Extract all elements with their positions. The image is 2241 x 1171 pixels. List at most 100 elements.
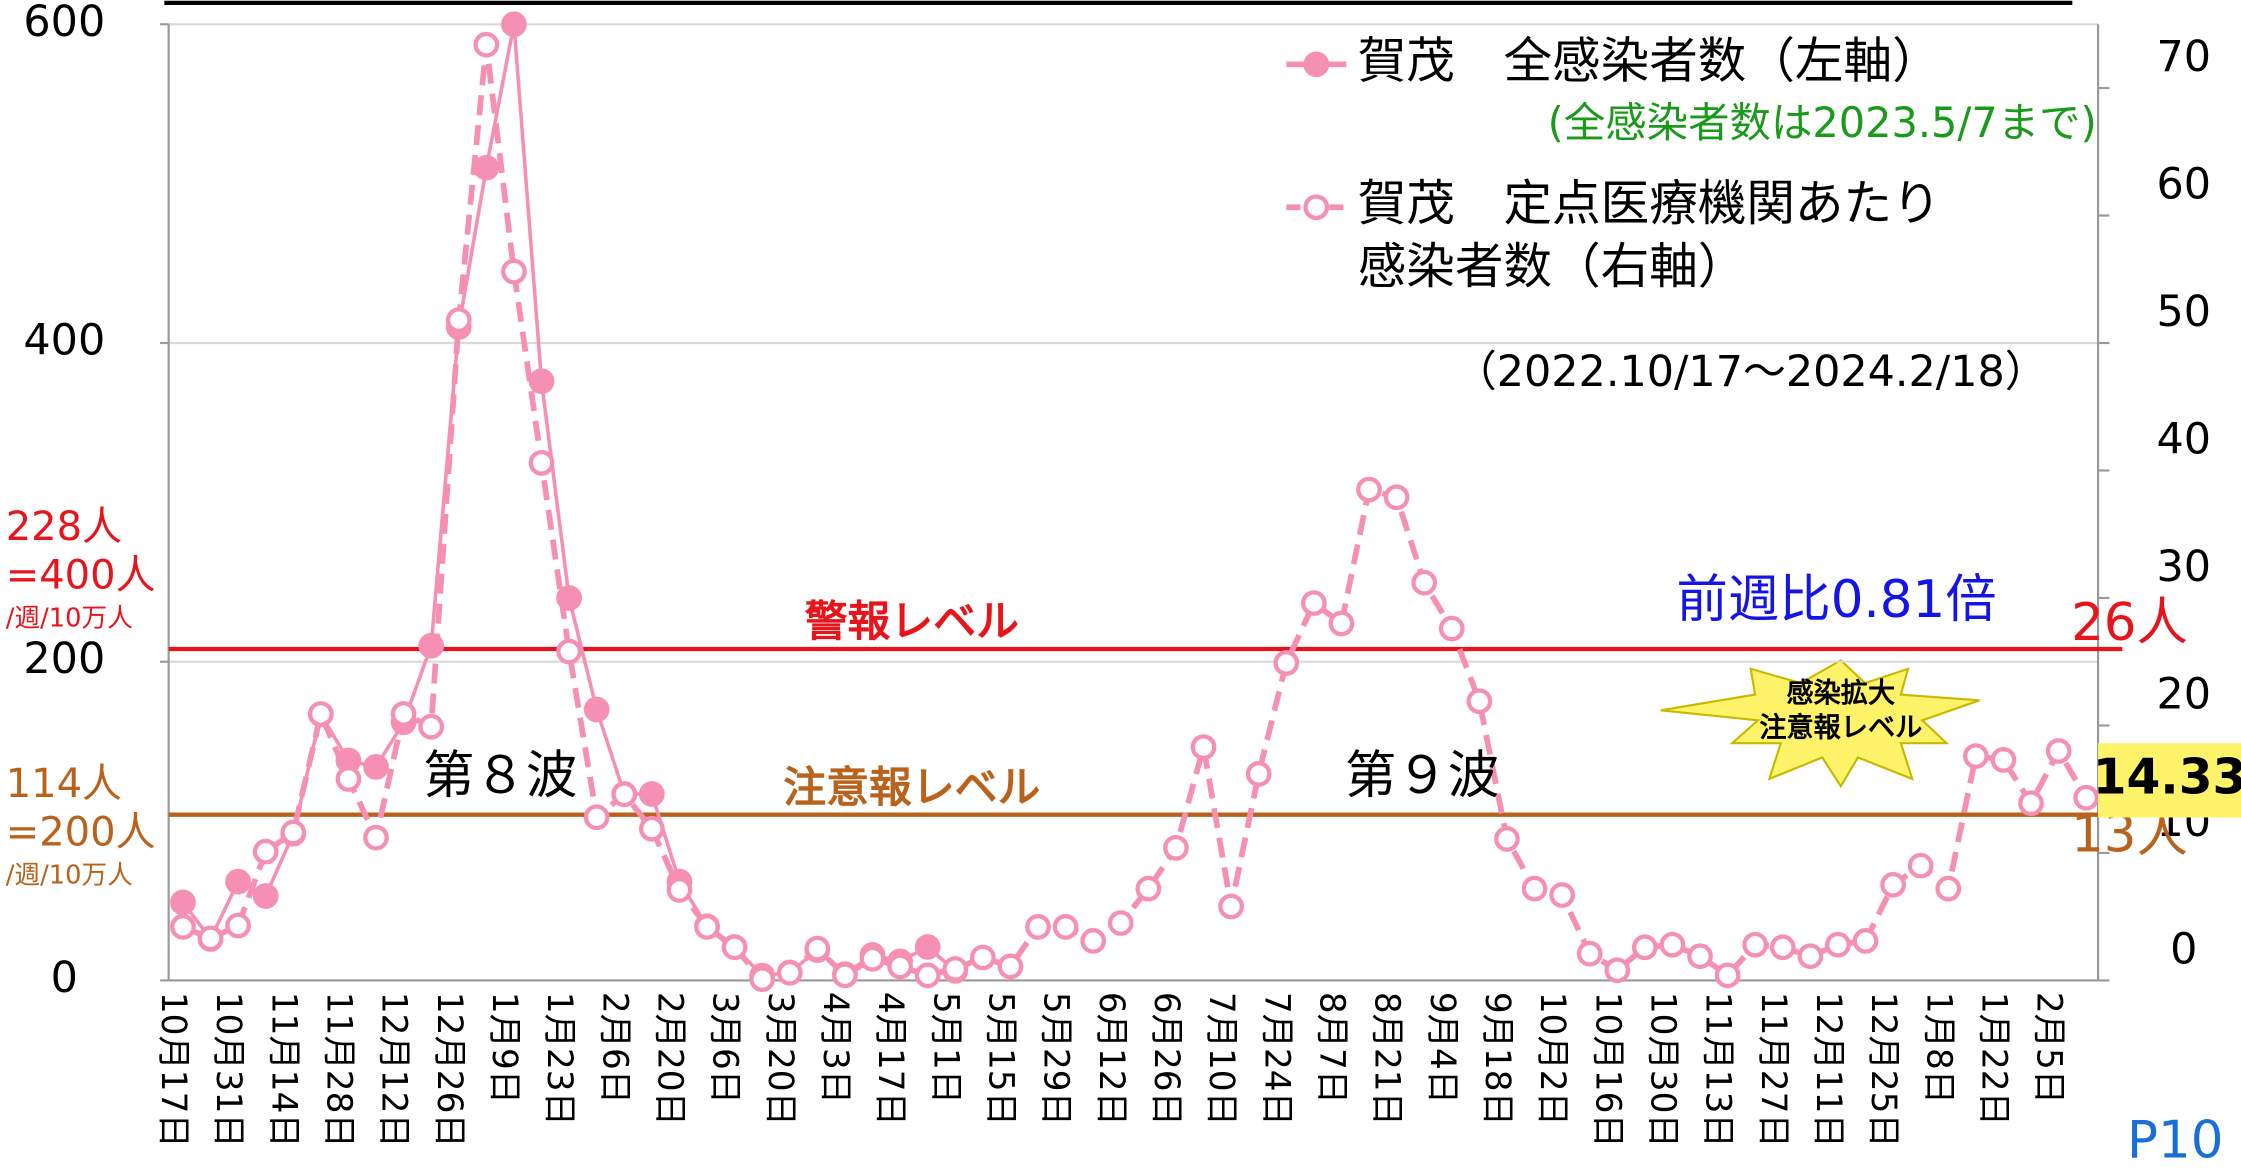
legend-note: (全感染者数は2023.5/7まで) <box>1548 99 2097 147</box>
threshold-note: 228人 <box>6 504 122 550</box>
series-marker <box>776 959 803 986</box>
y-tick-label: 600 <box>23 0 105 47</box>
legend-marker <box>1303 194 1330 221</box>
series-marker <box>1576 940 1603 967</box>
series-marker <box>1880 871 1906 898</box>
series-marker <box>501 11 527 38</box>
series-marker <box>914 962 941 989</box>
series-marker <box>528 449 555 476</box>
series-marker <box>170 914 196 940</box>
x-tick-label: 11月14日 <box>263 992 303 1148</box>
y2-tick-label: 30 <box>2157 542 2212 592</box>
x-tick-label: 3月6日 <box>705 992 745 1104</box>
threshold-name: 警報レベル <box>805 597 1019 647</box>
x-tick-label: 10月31日 <box>208 992 248 1148</box>
x-tick-label: 10月30日 <box>1643 992 1683 1148</box>
x-tick-label: 10月2日 <box>1532 992 1572 1126</box>
series-marker <box>1825 931 1851 958</box>
series-marker <box>528 368 555 395</box>
threshold-note: =400人 <box>6 552 156 598</box>
y2-tick-label: 60 <box>2157 159 2212 209</box>
series-marker <box>1190 734 1217 760</box>
threshold-value-label: 26人 <box>2071 593 2188 653</box>
series-marker <box>1466 688 1493 715</box>
series-marker <box>363 824 389 851</box>
threshold-note: /週/10万人 <box>6 861 133 891</box>
series-marker <box>1659 931 1686 958</box>
series-marker <box>225 912 251 939</box>
series-marker <box>721 934 748 961</box>
series-marker <box>749 966 776 993</box>
series-marker <box>390 701 417 727</box>
x-tick-label: 6月12日 <box>1091 992 1131 1126</box>
series-marker <box>2018 790 2044 817</box>
series-marker <box>307 701 334 727</box>
series-marker <box>969 944 996 971</box>
x-tick-label: 1月9日 <box>484 992 524 1104</box>
wave-label: 第８波 <box>423 746 577 806</box>
series-marker <box>1163 834 1189 861</box>
series-marker <box>1604 957 1631 984</box>
series-marker <box>2045 738 2072 764</box>
series-marker <box>1549 882 1575 908</box>
x-tick-label: 8月7日 <box>1312 992 1352 1104</box>
x-tick-label: 7月10日 <box>1201 992 1241 1126</box>
series-marker <box>252 883 279 909</box>
series-marker <box>1356 476 1382 503</box>
series-marker <box>197 925 224 952</box>
threshold-note: 114人 <box>6 761 122 807</box>
x-tick-label: 11月13日 <box>1698 992 1738 1148</box>
series-marker <box>418 713 445 740</box>
x-tick-label: 1月8日 <box>1918 992 1958 1104</box>
badge-text: 感染拡大 <box>1787 677 1896 709</box>
y2-tick-label: 40 <box>2157 414 2212 464</box>
threshold-note: /週/10万人 <box>6 603 133 633</box>
series-marker <box>1687 943 1713 970</box>
threshold-name: 注意報レベル <box>783 763 1040 813</box>
series-marker <box>1852 928 1879 954</box>
series-marker <box>1769 934 1796 961</box>
series-marker <box>225 868 251 895</box>
x-tick-label: 2月5日 <box>2029 992 2069 1104</box>
x-tick-label: 11月27日 <box>1753 992 1793 1148</box>
x-tick-label: 2月20日 <box>650 992 690 1126</box>
series-marker <box>473 31 500 58</box>
series-marker <box>832 962 858 989</box>
series-marker <box>1963 743 1989 769</box>
x-tick-label: 5月29日 <box>1036 992 1076 1126</box>
series-marker <box>1990 747 2017 773</box>
series-marker <box>1080 928 1107 954</box>
series-marker <box>556 638 582 665</box>
x-tick-label: 7月24日 <box>1256 992 1296 1126</box>
series-marker <box>583 696 610 723</box>
legend-marker <box>1303 51 1330 78</box>
series-marker <box>1935 875 1962 902</box>
x-tick-label: 12月12日 <box>374 992 414 1148</box>
series-marker <box>1052 914 1079 940</box>
y-tick-label: 200 <box>23 634 105 684</box>
badge-star <box>1660 658 1980 789</box>
series-marker <box>887 953 913 980</box>
x-tick-label: 4月3日 <box>815 992 855 1104</box>
series-marker <box>997 953 1024 980</box>
series-marker <box>1328 610 1355 637</box>
series-marker <box>252 838 279 865</box>
wave-label: 第９波 <box>1345 746 1499 806</box>
series-marker <box>1494 826 1520 852</box>
series-marker <box>694 914 720 940</box>
series-marker <box>363 754 389 780</box>
series-marker <box>1632 934 1658 961</box>
series-marker <box>1107 910 1134 936</box>
x-tick-label: 11月28日 <box>319 992 359 1148</box>
x-tick-label: 9月18日 <box>1477 992 1517 1126</box>
series-marker <box>445 307 472 333</box>
y-tick-label: 400 <box>23 316 105 366</box>
x-tick-label: 12月11日 <box>1808 992 1848 1148</box>
series-marker <box>1411 569 1438 596</box>
series-marker <box>804 935 831 962</box>
legend-label: 賀茂 全感染者数（左軸） <box>1358 33 1941 89</box>
y2-tick-label: 20 <box>2157 669 2212 719</box>
x-tick-label: 4月17日 <box>870 992 910 1126</box>
